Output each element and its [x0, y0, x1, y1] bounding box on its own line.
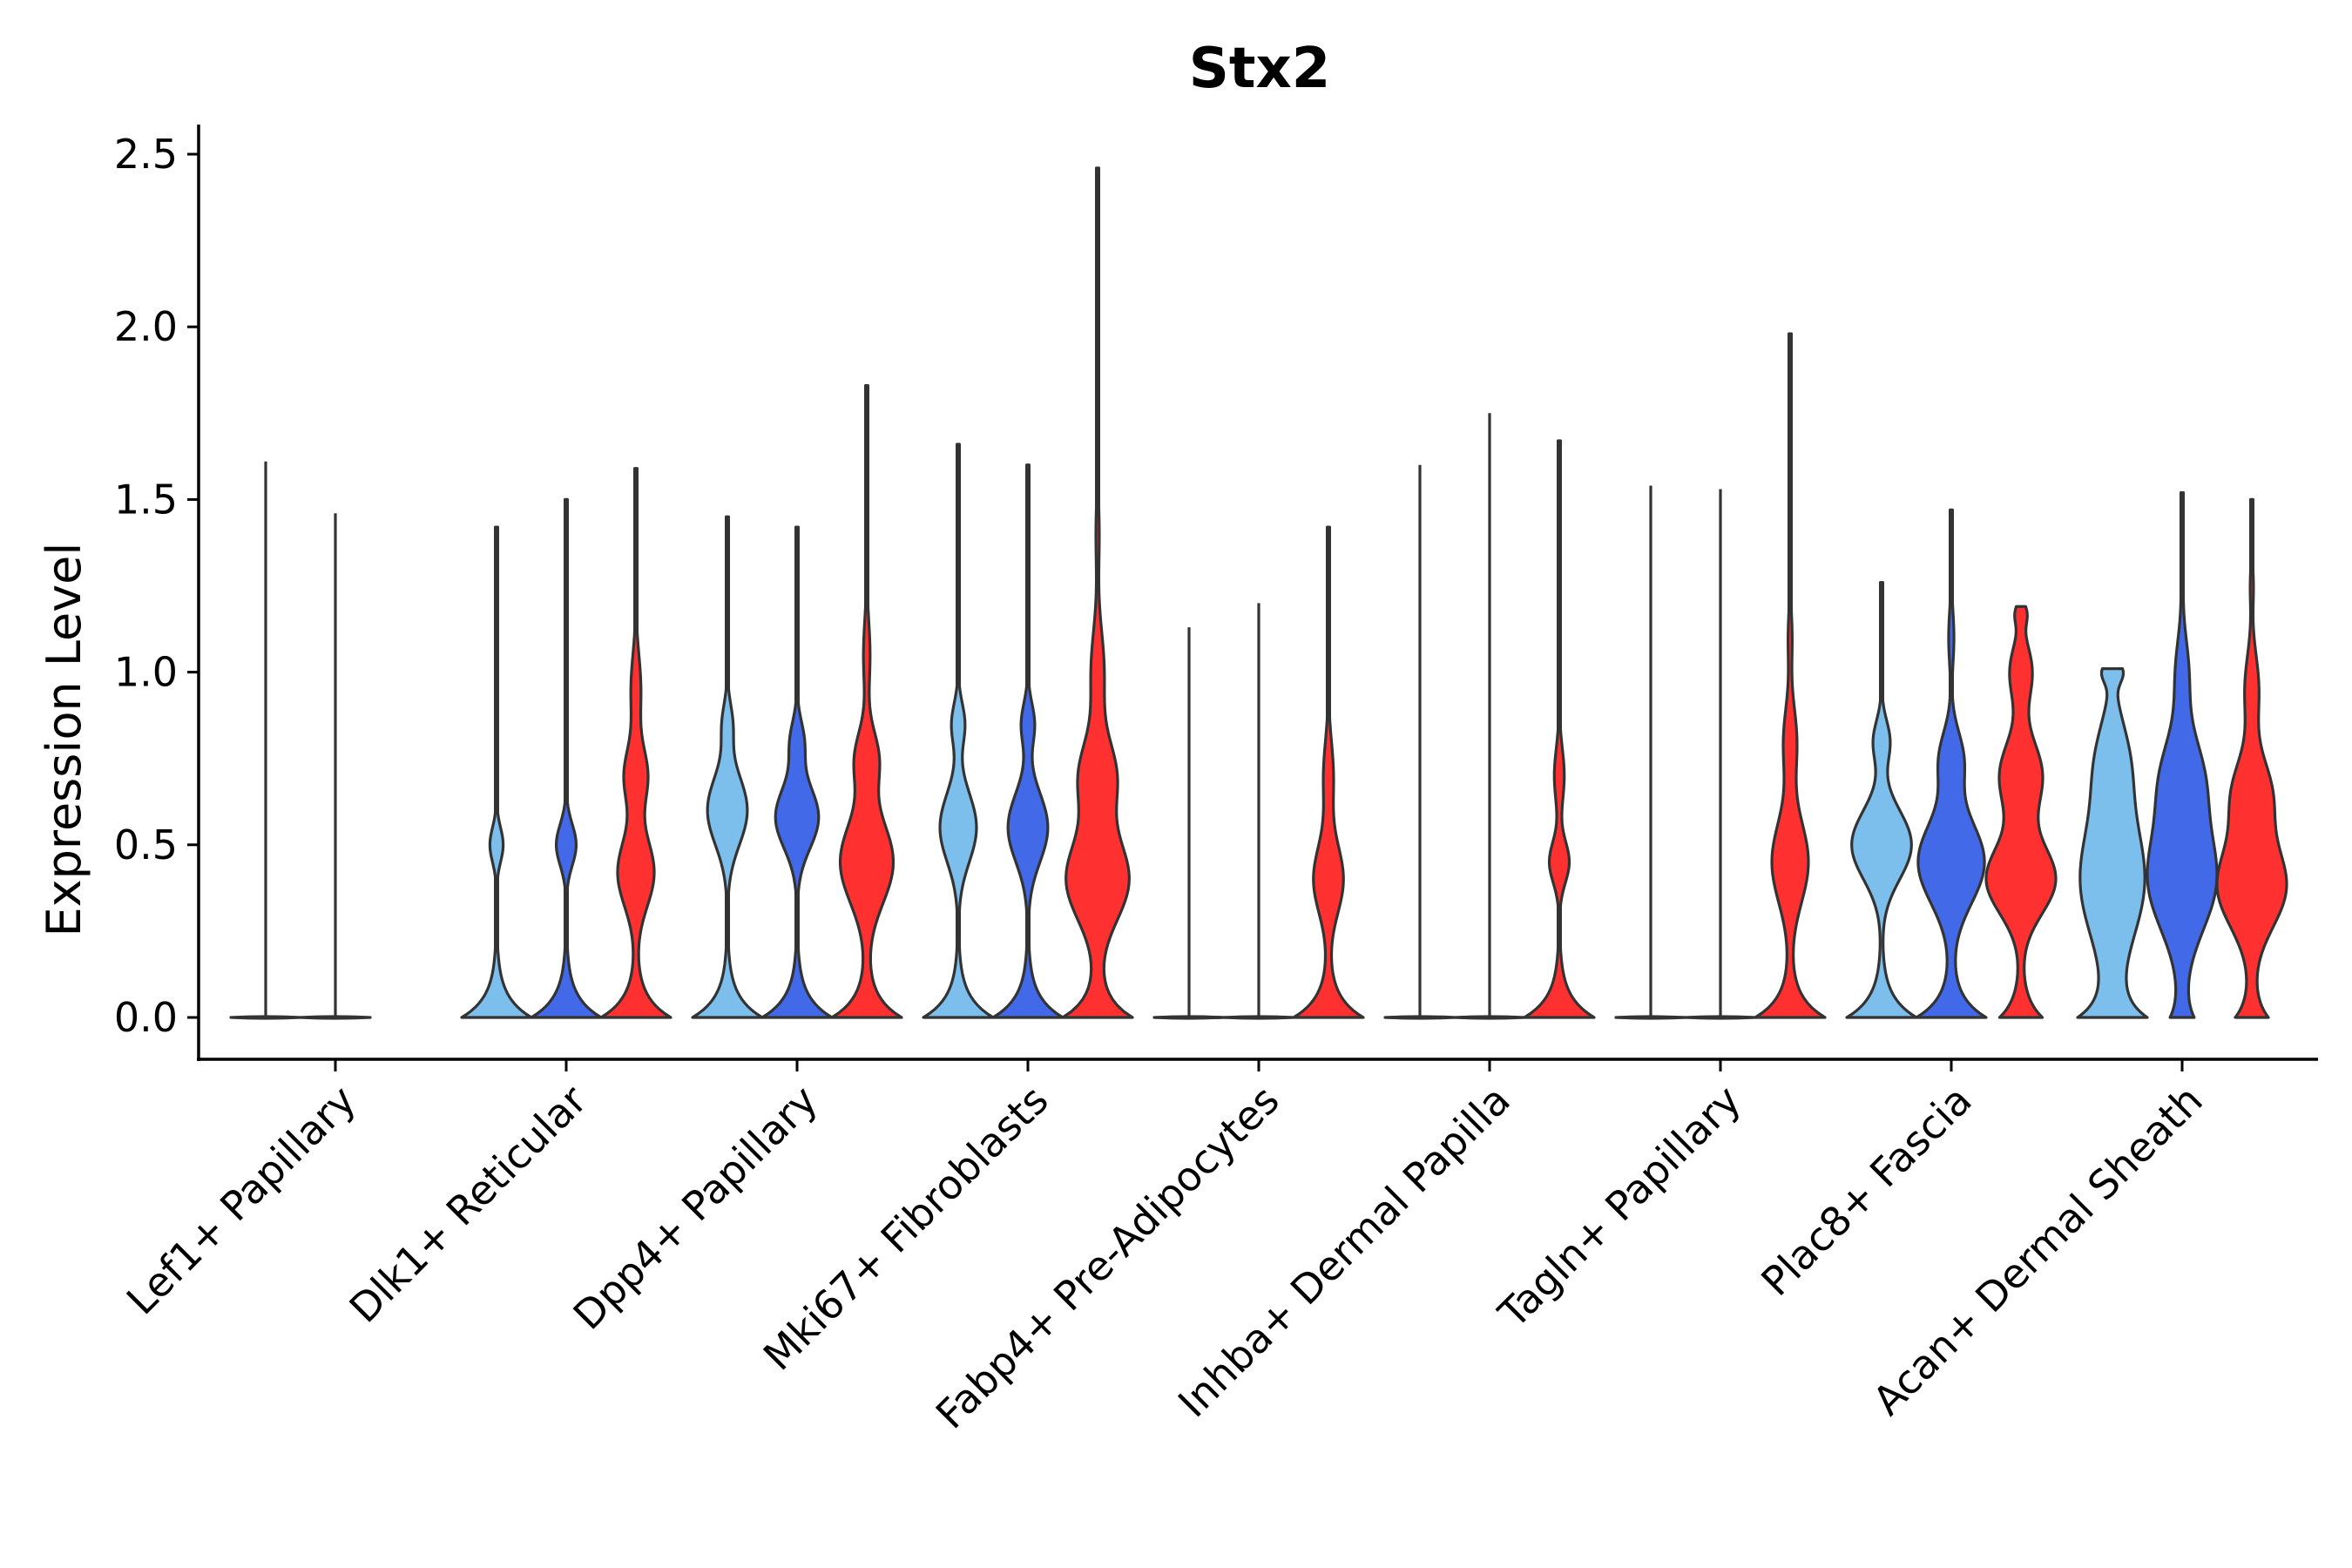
chart-title: Stx2 — [1189, 37, 1331, 101]
violin-shape — [760, 525, 834, 1019]
y-tick-label: 0.5 — [114, 821, 178, 868]
violin-shape — [1292, 525, 1365, 1019]
x-tick-label: Plac8+ Fascia — [1752, 1077, 1980, 1305]
y-tick-label: 2.0 — [114, 303, 178, 350]
y-tick-label: 2.5 — [114, 131, 178, 178]
y-tick-label: 1.0 — [114, 649, 178, 696]
y-tick-label: 0.0 — [114, 994, 178, 1041]
x-tick-label: Dpp4+ Papillary — [564, 1077, 827, 1339]
violin-shape — [1984, 605, 2058, 1019]
violin-shape — [1915, 508, 1988, 1019]
violin-shape — [1845, 580, 1918, 1019]
violin-shape — [460, 525, 533, 1019]
violin-shape — [2215, 497, 2288, 1019]
violin-shape — [830, 383, 903, 1019]
y-axis-ticks: 0.0 0.5 1.0 1.5 2.0 2.5 — [114, 131, 199, 1041]
x-tick-label: Dlk1+ Reticular — [341, 1077, 596, 1332]
violins-layer — [229, 166, 2288, 1020]
violin-shape — [599, 467, 672, 1019]
violin-shape — [1523, 439, 1596, 1019]
y-tick-label: 1.5 — [114, 476, 178, 523]
violin-shape — [530, 497, 603, 1019]
violin-shape — [691, 515, 764, 1019]
violin-shape — [922, 443, 995, 1019]
x-tick-label: Lef1+ Papillary — [118, 1077, 365, 1324]
violin-shape — [1754, 332, 1827, 1019]
violin-shape — [2146, 490, 2219, 1019]
violin-shape — [1061, 166, 1134, 1019]
violin-shape — [2076, 667, 2149, 1019]
violin-shape — [991, 463, 1064, 1019]
x-tick-label: Tagln+ Papillary — [1489, 1077, 1750, 1338]
y-axis-title: Expression Level — [37, 543, 91, 937]
